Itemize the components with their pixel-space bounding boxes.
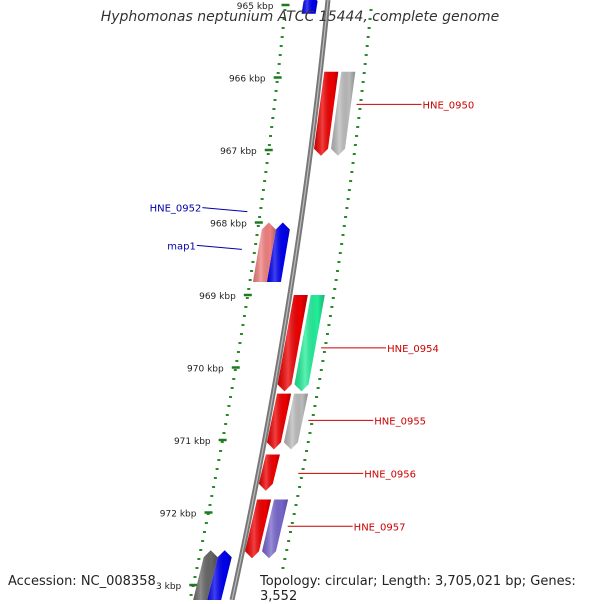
gene-arrow-shade — [266, 393, 292, 450]
tick-label: 966 kbp — [229, 75, 266, 85]
tick-label: 967 kbp — [220, 147, 257, 157]
gene-label: HNE_0954 — [387, 344, 439, 355]
gene-label: map1 — [167, 241, 196, 252]
gene-arrow-shade — [258, 454, 280, 491]
tick-label: 970 kbp — [187, 365, 224, 375]
map-title: Hyphomonas neptunium ATCC 15444, complet… — [100, 9, 500, 25]
gene-label: HNE_0956 — [364, 469, 416, 480]
label-leader — [196, 244, 242, 250]
gene-label: HNE_0950 — [422, 100, 474, 111]
gene-label: HNE_0955 — [374, 416, 426, 427]
gene-arrow-shade — [294, 295, 325, 392]
gene-arrow-shade — [331, 71, 356, 156]
accession-text: Accession: NC_008358 — [8, 574, 156, 589]
tick-grid — [189, 3, 373, 596]
backbone-highlight — [231, 0, 329, 600]
gene-arrow-shade — [301, 0, 318, 14]
gene-arrow-shade — [283, 393, 309, 450]
gene-arrow-shade — [207, 550, 232, 600]
tick-label: 965 kbp — [237, 2, 274, 12]
gene-arrow-shade — [193, 550, 218, 600]
tick-label: 969 kbp — [199, 292, 236, 302]
topology-text: Topology: circular; Length: 3,705,021 bp… — [260, 574, 600, 604]
gene-arrow-shade — [277, 295, 308, 392]
tick-label: 973 kbp — [145, 582, 182, 592]
label-leader — [202, 207, 248, 213]
gene-label: HNE_0957 — [354, 522, 406, 533]
gene-track — [193, 0, 356, 600]
gene-arrow-shade — [262, 499, 289, 559]
tick-label: 972 kbp — [160, 510, 197, 520]
genome-backbone — [229, 0, 331, 600]
tick-label: 971 kbp — [174, 437, 211, 447]
gene-label: HNE_0952 — [150, 204, 202, 215]
tick-labels: 965 kbp 966 kbp 967 kbp 968 kbp 969 kbp 970 k… — [145, 2, 274, 592]
gene-arrow-shade — [266, 222, 290, 282]
gene-labels: HNE_0950 HNE_0952 map1 HNE_0954 HNE_0955 HNE_… — [150, 100, 475, 533]
gene-arrow-shade — [252, 222, 276, 282]
gene-arrow-shade — [314, 71, 339, 156]
gene-arrow-shade — [245, 499, 272, 559]
tick-label: 968 kbp — [210, 220, 247, 230]
